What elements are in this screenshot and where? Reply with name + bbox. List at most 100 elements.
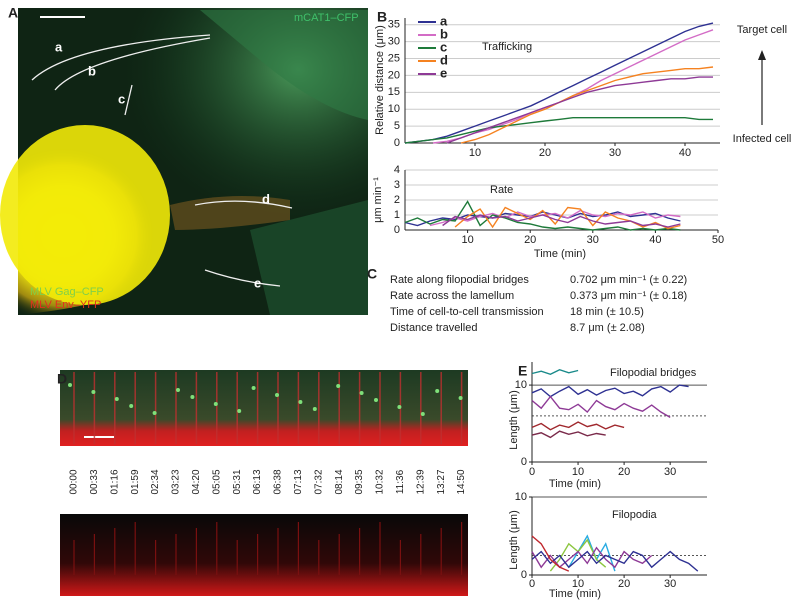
x-tick-label: 10 [461,234,473,246]
series-line [531,550,699,572]
series-line [531,546,653,569]
y-tick-label: 4 [394,164,400,176]
time-label: 14:50 [456,469,467,494]
kymo-spot [336,384,341,388]
series-line [404,117,713,144]
kymo-spot [176,388,180,392]
y-tick-label: 10 [515,379,527,391]
time-label: 06:38 [273,469,284,494]
series-line [568,534,616,572]
x-axis-label: Time (min) [549,588,601,600]
x-tick-label: 10 [572,578,584,590]
row-label: Rate along filopodial bridges [390,274,529,286]
time-label: 09:35 [354,469,365,494]
time-label: 01:59 [130,469,141,494]
series-line [531,421,625,431]
time-label: 13:27 [436,469,447,494]
time-label: 01:16 [109,469,120,494]
legend-label: c [440,39,447,54]
y-tick-label: 0 [394,224,400,236]
y-tick-label: 1 [394,209,400,221]
time-label: 05:05 [211,469,222,494]
y-tick-label: 0 [394,137,400,149]
kymo-spot [420,412,425,416]
arrow-head [758,50,766,60]
y-tick-label: 10 [515,491,527,503]
time-label: 06:13 [252,469,263,494]
series-line [429,209,681,227]
kymo-spot [251,386,256,390]
series-line [531,384,689,398]
annotation: Target cell [737,24,787,36]
time-label: 10:32 [375,469,386,494]
x-axis-label: Time (min) [549,478,601,490]
track-label: d [262,191,270,206]
channel-label: mCAT1–CFP [294,12,359,24]
y-tick-label: 5 [394,120,400,132]
chart-title: Rate [490,184,513,196]
x-tick-label: 30 [609,147,621,159]
y-axis-label: Length (μm) [508,390,520,450]
row-value: 8.7 μm (± 2.08) [570,322,645,334]
y-tick-label: 0 [521,569,527,581]
kymo-spot [359,391,364,395]
x-tick-label: 40 [679,147,691,159]
kymo-spot [129,404,134,408]
legend-label: MLV Gag–CFP [30,286,104,298]
track-label: a [55,39,63,54]
series-line [442,214,681,228]
legend-label: MLV Env–YFP [30,299,101,311]
kymo-spot [435,389,440,393]
y-tick-label: 3 [394,179,400,191]
kymo-spot [298,400,303,404]
panel-letter: A [8,5,18,21]
kymo-spot [374,398,378,402]
x-tick-label: 20 [524,234,536,246]
time-label: 07:32 [313,469,324,494]
time-label: 03:23 [171,469,182,494]
time-label: 11:36 [395,469,406,494]
time-label: 02:34 [150,469,161,494]
series-line [404,200,681,231]
x-tick-label: 30 [664,578,676,590]
track-label: e [254,275,261,290]
kymo-spot [237,409,242,413]
kymo-spot [91,390,96,394]
series-line [531,430,606,439]
y-tick-label: 20 [388,69,400,81]
x-tick-label: 50 [712,234,724,246]
track-label: c [118,91,125,106]
y-tick-label: 2 [394,194,400,206]
row-label: Rate across the lamellum [390,290,514,302]
y-axis-label: Length (μm) [508,510,520,570]
x-tick-label: 0 [529,578,535,590]
row-label: Time of cell-to-cell transmission [390,306,544,318]
x-tick-label: 10 [572,466,584,478]
kymo-spot [190,395,195,399]
y-tick-label: 10 [388,103,400,115]
legend-label: a [440,13,448,28]
series-line [404,22,714,144]
panel-letter: C [367,266,377,282]
x-tick-label: 20 [618,466,630,478]
x-axis-label: Time (min) [534,248,586,260]
kymo-spot [114,397,119,401]
kymo-spot [458,396,463,400]
y-tick-label: 25 [388,52,400,64]
x-tick-label: 20 [618,578,630,590]
panel-letter: E [518,363,527,379]
panel-a-image [0,8,368,315]
y-tick-label: 15 [388,86,400,98]
series-line [460,66,714,144]
y-tick-label: 30 [388,36,400,48]
x-tick-label: 20 [539,147,551,159]
y-tick-label: 35 [388,19,400,31]
series-line [531,535,570,572]
kymo-spot [397,405,402,409]
chart-title: Filopodia [612,509,658,521]
time-label: 08:14 [334,469,345,494]
panel-letter: D [57,371,67,387]
row-value: 0.373 μm min⁻¹ (± 0.18) [570,290,687,302]
chart-title: Filopodial bridges [610,367,697,379]
